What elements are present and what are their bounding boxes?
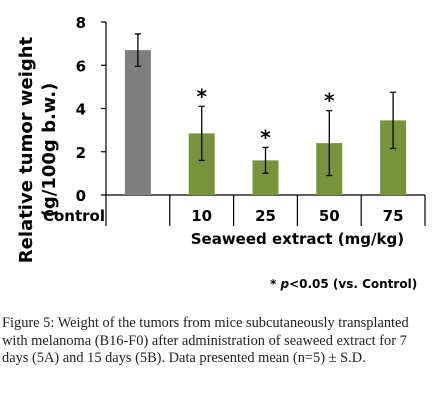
y-tick-label: 8 <box>76 14 86 32</box>
y-tick-label: 2 <box>76 144 86 162</box>
significance-star: * <box>196 84 207 108</box>
figure-label: Figure 5: <box>2 315 55 331</box>
y-tick-label: 6 <box>76 57 86 75</box>
significance-star: * <box>260 125 271 149</box>
y-tick-label: 0 <box>76 187 86 205</box>
category-label-25: 25 <box>255 207 276 225</box>
bar-Control <box>124 50 151 195</box>
category-label-10: 10 <box>191 207 212 225</box>
y-tick-label: 4 <box>76 101 86 119</box>
y-axis-label-units: (g/100g b.w.) <box>39 83 60 218</box>
category-label-50: 50 <box>319 207 340 225</box>
category-label-75: 75 <box>383 207 404 225</box>
y-axis-label: Relative tumor weight <box>16 36 37 263</box>
caption-text: Weight of the tumors from mice subcutane… <box>2 315 409 366</box>
bar-chart: 0 2 4 6 8 Control * 10 * 25 * 50 75 Seaweed extract (… <box>16 14 426 263</box>
significance-footnote: * p<0.05 (vs. Control) <box>270 277 418 291</box>
category-label-Control: Control <box>43 207 105 225</box>
x-axis-label: Seaweed extract (mg/kg) <box>191 230 404 248</box>
significance-star: * <box>324 89 335 113</box>
figure-caption: Figure 5: Weight of the tumors from mice… <box>2 315 432 368</box>
